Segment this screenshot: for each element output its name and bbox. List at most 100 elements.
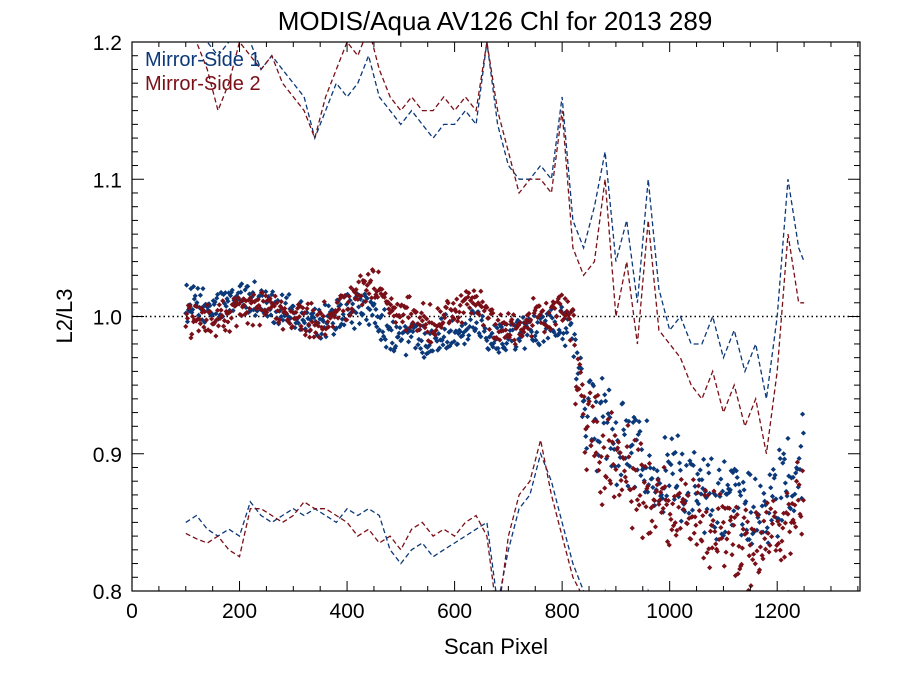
data-point <box>697 467 703 473</box>
data-point <box>602 392 608 398</box>
data-point <box>418 338 425 344</box>
data-point <box>411 325 417 331</box>
data-point <box>527 319 533 325</box>
data-point <box>410 320 416 326</box>
data-point <box>399 319 406 325</box>
data-point <box>184 311 190 317</box>
data-point <box>468 310 474 316</box>
data-point <box>381 306 388 313</box>
data-point <box>184 319 191 325</box>
data-point <box>596 467 602 473</box>
data-point <box>214 291 221 298</box>
data-point <box>564 308 570 314</box>
data-point <box>307 317 314 323</box>
data-point <box>538 320 544 326</box>
data-point <box>271 303 277 309</box>
data-point <box>659 485 665 491</box>
data-point <box>393 343 399 349</box>
data-point <box>709 507 715 513</box>
data-point <box>639 446 645 453</box>
data-point <box>597 489 604 495</box>
data-point <box>786 501 792 507</box>
data-point <box>719 488 726 494</box>
data-point <box>287 320 293 327</box>
data-point <box>562 343 568 349</box>
data-point <box>776 447 782 453</box>
data-point <box>566 316 573 322</box>
data-point <box>225 298 231 304</box>
data-point <box>744 530 750 536</box>
data-point <box>184 315 191 321</box>
data-point <box>629 525 635 531</box>
data-point <box>682 498 689 504</box>
data-point <box>447 318 453 324</box>
data-point <box>690 477 696 483</box>
data-point <box>282 300 289 306</box>
axes: 0 200 400 600 800 1000 1200 0.8 0.9 1.0 1.1 1.2 <box>93 32 860 623</box>
data-point <box>600 433 606 439</box>
data-point <box>387 302 394 308</box>
data-point <box>746 553 752 559</box>
data-point <box>621 456 627 462</box>
data-point <box>720 533 727 539</box>
data-point <box>309 319 315 325</box>
data-point <box>766 510 772 516</box>
data-point <box>285 317 291 323</box>
data-point <box>507 332 513 338</box>
data-point <box>658 509 665 516</box>
data-point <box>719 503 726 510</box>
chart-title: MODIS/Aqua AV126 Chl for 2013 289 <box>278 6 713 36</box>
data-point <box>677 525 684 531</box>
data-point <box>476 311 482 318</box>
data-point <box>696 508 702 514</box>
series-2-lower-line <box>185 439 581 591</box>
data-point <box>679 451 685 457</box>
data-point <box>716 536 722 543</box>
data-point <box>798 443 804 449</box>
data-point <box>355 296 361 303</box>
data-point <box>583 433 589 439</box>
data-point <box>722 505 728 512</box>
data-point <box>677 467 684 473</box>
data-point <box>664 493 670 499</box>
data-point <box>307 327 314 333</box>
data-point <box>301 310 308 316</box>
data-point <box>675 492 681 498</box>
data-point <box>693 522 699 528</box>
data-point <box>373 306 379 312</box>
data-point <box>255 297 261 303</box>
data-point <box>590 383 597 389</box>
data-point <box>702 487 708 493</box>
data-point <box>516 322 522 328</box>
data-point <box>459 323 465 329</box>
data-point <box>372 294 378 301</box>
data-point <box>559 336 566 342</box>
data-point <box>392 305 398 311</box>
data-point <box>551 329 557 335</box>
data-point <box>663 497 669 503</box>
data-point <box>386 306 392 312</box>
data-point <box>640 465 647 471</box>
data-point <box>419 350 425 356</box>
data-point <box>662 434 668 441</box>
data-point <box>364 282 370 288</box>
data-point <box>302 332 308 338</box>
data-point <box>621 468 628 474</box>
data-point <box>344 317 350 323</box>
data-point <box>249 294 255 300</box>
x-tick-label: 600 <box>437 600 472 623</box>
data-point <box>306 321 312 327</box>
data-point <box>575 356 581 362</box>
data-point <box>572 336 579 343</box>
data-point <box>707 490 713 497</box>
data-point <box>793 470 799 476</box>
data-point <box>351 325 357 332</box>
data-point <box>561 315 567 322</box>
data-point <box>782 480 788 486</box>
data-point <box>747 542 753 548</box>
data-point <box>789 501 795 507</box>
data-point <box>767 542 773 548</box>
data-point <box>643 504 649 510</box>
data-point <box>504 321 510 327</box>
data-point <box>517 319 524 326</box>
